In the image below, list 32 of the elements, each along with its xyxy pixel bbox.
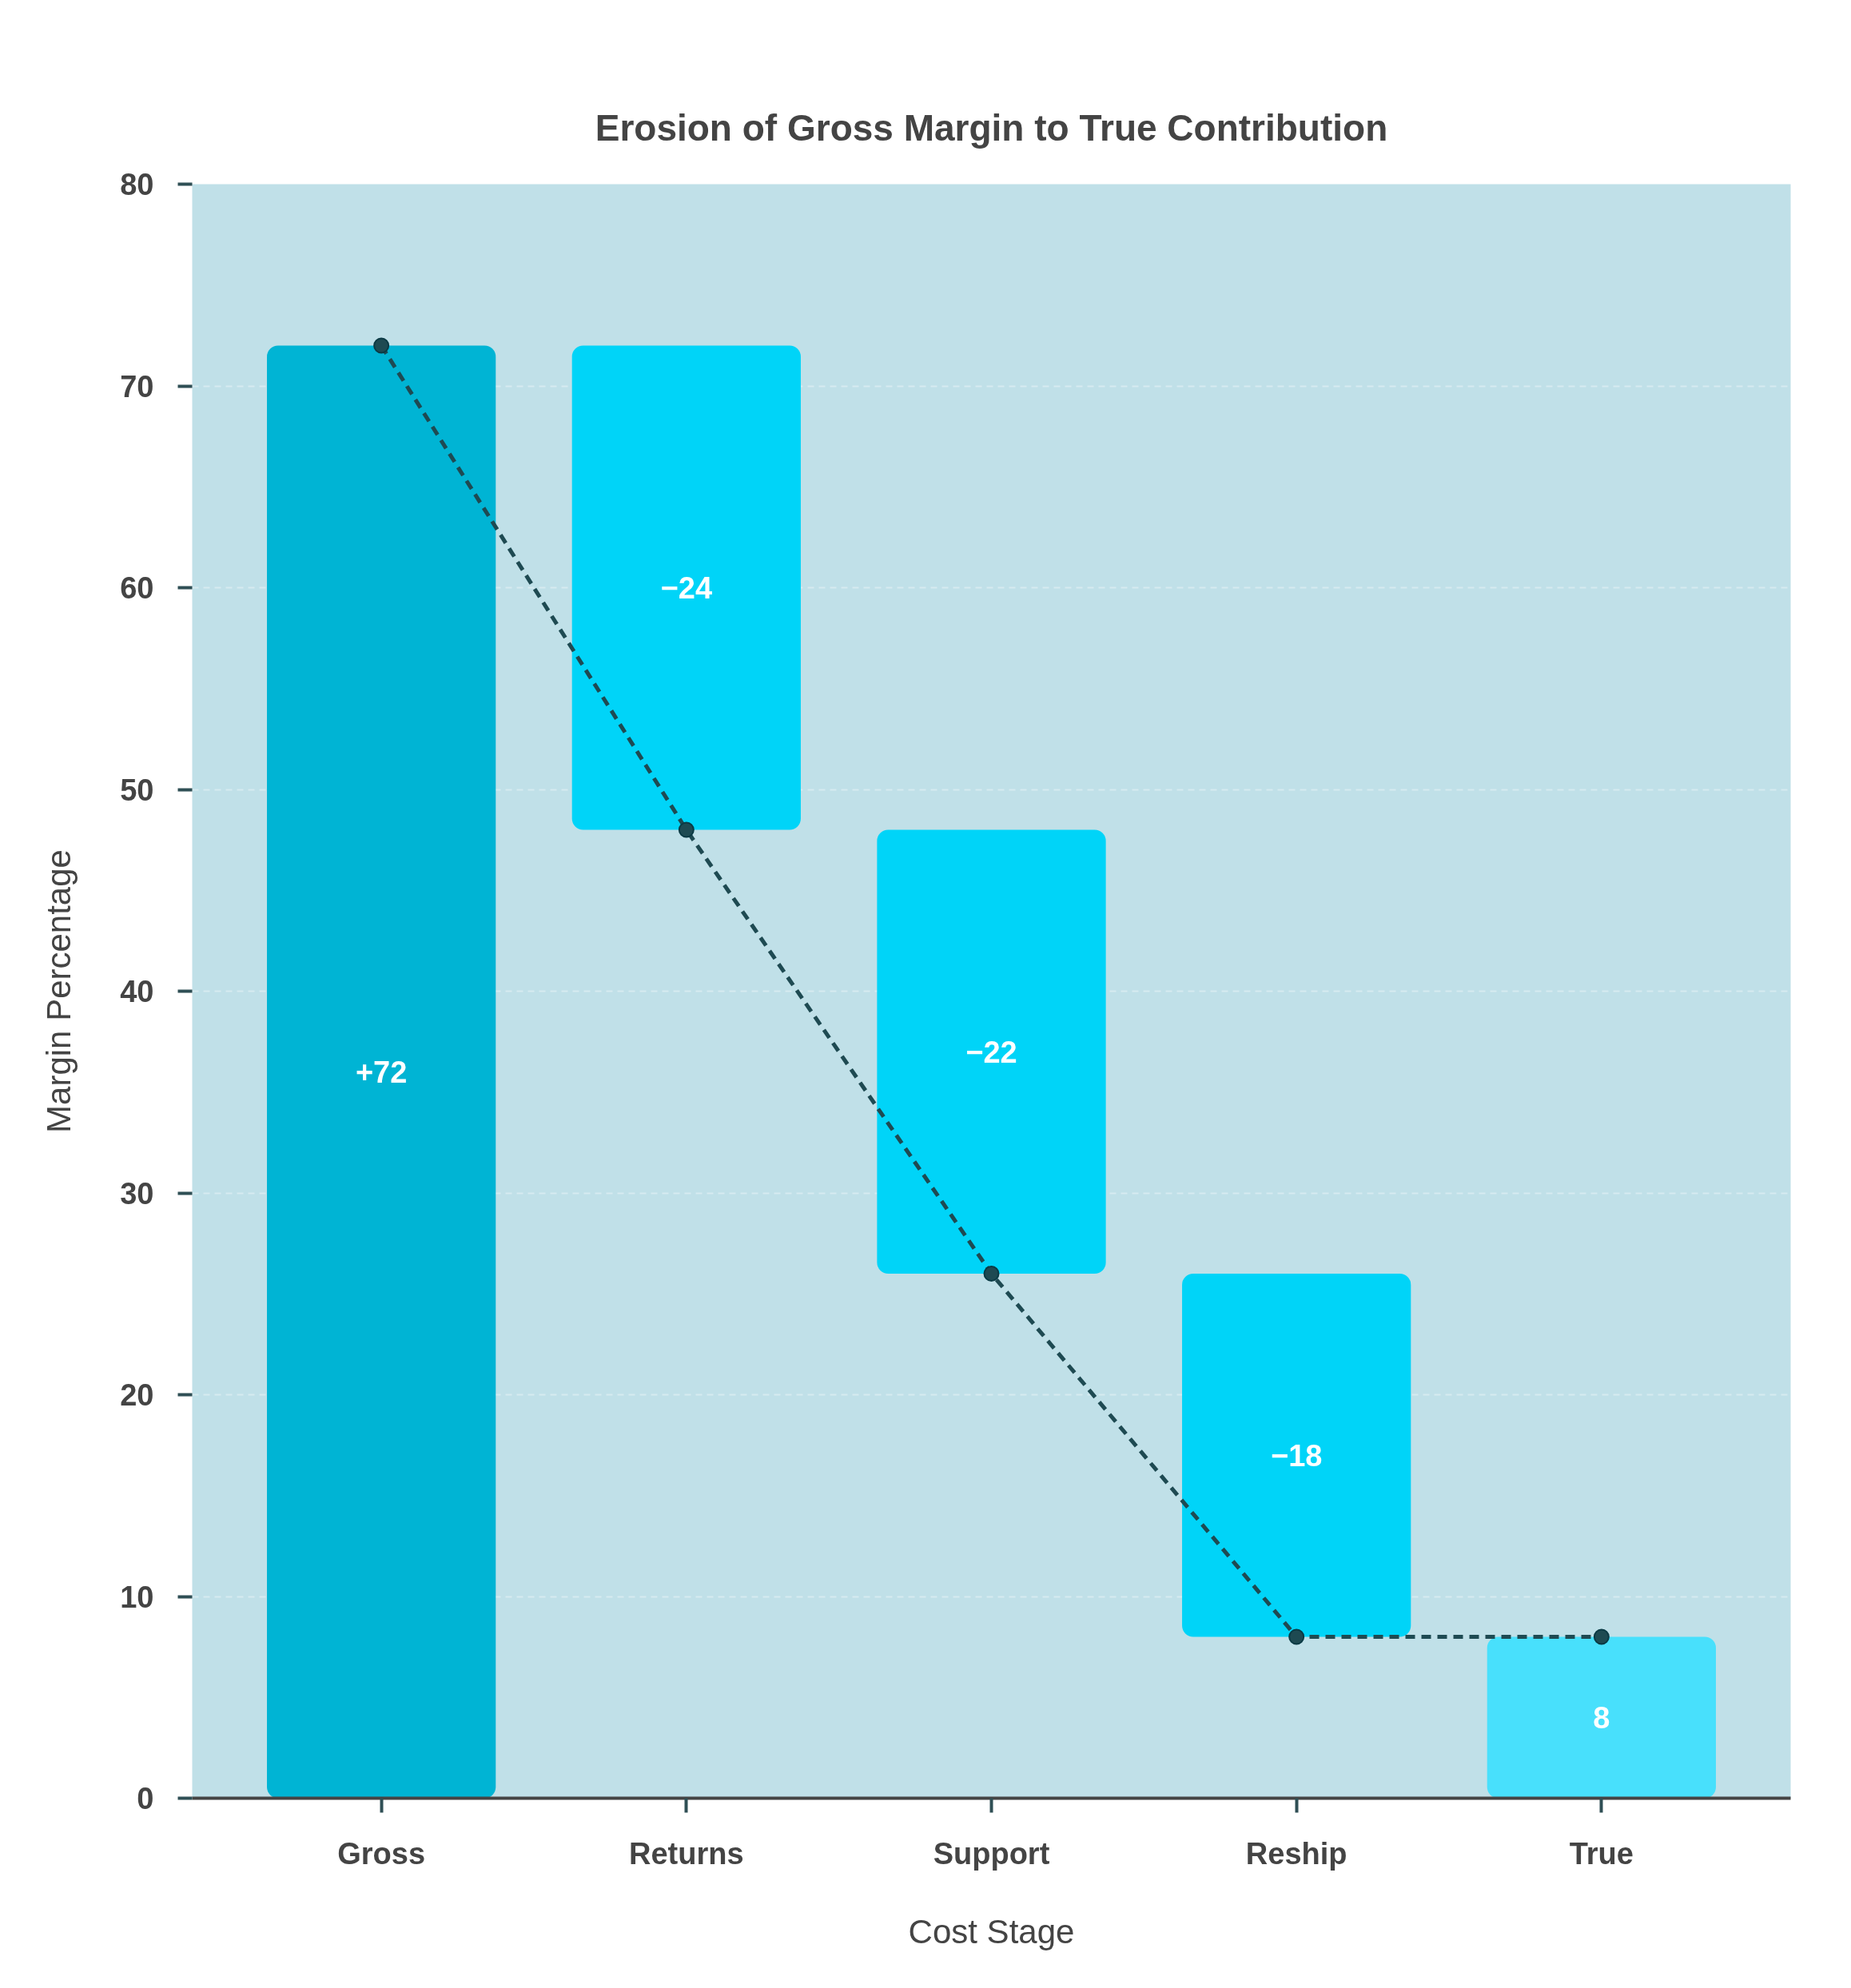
point <box>1593 1628 1610 1645</box>
bar <box>877 829 1106 1274</box>
point <box>678 821 695 838</box>
y-tick-label: 50 <box>120 773 154 807</box>
x-tick-label: True <box>1569 1836 1634 1871</box>
data-label: −22 <box>965 1035 1017 1069</box>
x-tick-label: Gross <box>337 1836 426 1871</box>
bar <box>1182 1274 1411 1637</box>
y-axis-title: Margin Percentage <box>40 849 78 1133</box>
y-tick-label: 80 <box>120 168 154 201</box>
bar <box>571 345 801 830</box>
x-tick-label: Returns <box>629 1836 744 1871</box>
y-tick-label: 20 <box>120 1378 154 1412</box>
y-tick-label: 30 <box>120 1176 154 1211</box>
y-tick-label: 40 <box>120 975 154 1008</box>
x-tick-label: Reship <box>1245 1836 1347 1871</box>
bar <box>267 345 496 1799</box>
bar <box>1487 1636 1716 1799</box>
y-tick-label: 10 <box>120 1580 154 1614</box>
x-tick-label: Support <box>933 1836 1050 1871</box>
point <box>373 337 390 354</box>
y-tick-label: 0 <box>137 1782 154 1815</box>
point <box>983 1266 1000 1282</box>
chart-title: Erosion of Gross Margin to True Contribution <box>595 106 1388 149</box>
point <box>1288 1628 1305 1645</box>
x-axis-title: Cost Stage <box>908 1912 1075 1950</box>
y-tick-label: 60 <box>120 571 154 605</box>
y-tick-label: 70 <box>120 369 154 404</box>
data-label: 8 <box>1593 1701 1610 1735</box>
data-label: −24 <box>660 571 713 605</box>
data-label: +72 <box>355 1056 408 1089</box>
data-label: −18 <box>1270 1438 1323 1473</box>
